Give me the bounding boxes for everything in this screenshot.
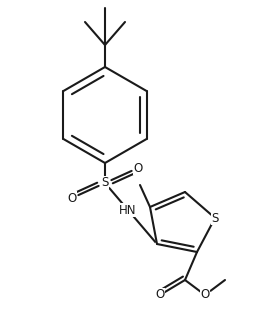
Text: S: S	[211, 211, 219, 224]
Text: HN: HN	[119, 204, 137, 217]
Text: S: S	[101, 177, 109, 190]
Text: O: O	[133, 161, 143, 174]
Text: O: O	[155, 288, 165, 301]
Text: O: O	[67, 191, 77, 204]
Text: O: O	[200, 288, 210, 301]
